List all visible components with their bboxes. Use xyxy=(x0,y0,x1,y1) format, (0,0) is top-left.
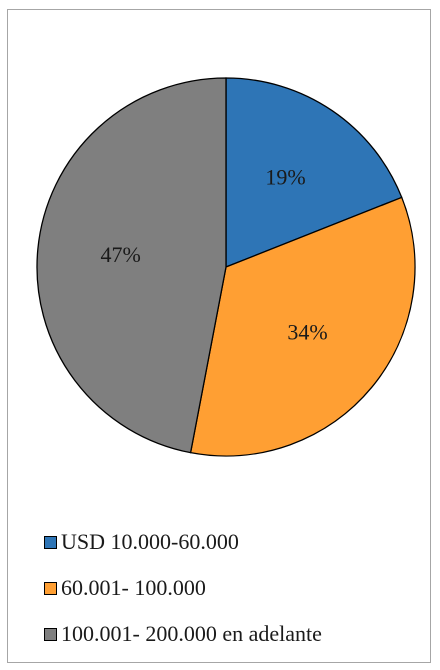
legend: USD 10.000-60.000 60.001- 100.000 100.00… xyxy=(44,529,322,668)
legend-swatch-3 xyxy=(44,627,57,641)
pie-slice-3 xyxy=(36,77,227,454)
legend-item-3: 100.001- 200.000 en adelante xyxy=(44,621,322,646)
legend-label-3: 100.001- 200.000 en adelante xyxy=(61,621,322,646)
legend-swatch-2 xyxy=(44,581,57,595)
pie-slice-2 xyxy=(189,196,416,457)
legend-swatch-1 xyxy=(44,535,57,549)
legend-label-2: 60.001- 100.000 xyxy=(61,575,206,600)
legend-item-1: USD 10.000-60.000 xyxy=(44,529,322,554)
pie-slice-1 xyxy=(225,77,403,268)
legend-item-2: 60.001- 100.000 xyxy=(44,575,322,600)
legend-label-1: USD 10.000-60.000 xyxy=(61,529,239,554)
data-label-1: 19% xyxy=(265,165,305,190)
data-label-2: 34% xyxy=(287,320,327,345)
data-label-3: 47% xyxy=(100,242,140,267)
